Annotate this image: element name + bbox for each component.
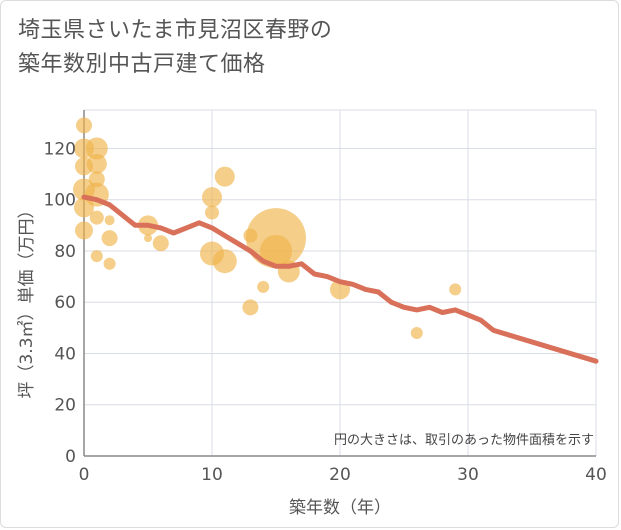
data-bubble bbox=[242, 299, 259, 316]
data-bubble bbox=[101, 230, 118, 247]
x-tick-label: 10 bbox=[201, 465, 223, 485]
y-tick-label: 100 bbox=[44, 191, 76, 211]
data-bubble bbox=[88, 171, 105, 188]
chart-title: 埼玉県さいたま市見沼区春野の 築年数別中古戸建て価格 bbox=[18, 14, 332, 82]
data-bubble bbox=[202, 187, 222, 208]
title-line-2: 築年数別中古戸建て価格 bbox=[18, 52, 266, 77]
data-bubble bbox=[205, 205, 219, 220]
x-tick-label: 30 bbox=[457, 465, 479, 485]
data-bubble bbox=[214, 166, 235, 187]
y-tick-label: 20 bbox=[54, 396, 76, 416]
data-bubble bbox=[85, 137, 108, 160]
y-tick-label: 80 bbox=[54, 242, 76, 262]
data-bubble bbox=[410, 326, 423, 339]
y-tick-label: 0 bbox=[65, 447, 76, 467]
data-bubble bbox=[103, 257, 116, 270]
data-bubble bbox=[152, 235, 169, 252]
y-tick-label: 60 bbox=[54, 293, 76, 313]
y-tick-label: 120 bbox=[44, 139, 76, 159]
title-line-1: 埼玉県さいたま市見沼区春野の bbox=[18, 18, 333, 43]
x-tick-label: 20 bbox=[329, 465, 351, 485]
data-bubble bbox=[257, 280, 270, 293]
data-bubble bbox=[90, 250, 103, 263]
data-bubble bbox=[449, 283, 462, 296]
tick-layer: 0 20 40 60 80 100 120 0 10 20 30 40 bbox=[44, 139, 607, 485]
data-bubble bbox=[76, 117, 92, 134]
data-bubble bbox=[260, 234, 292, 267]
x-tick-label: 0 bbox=[79, 465, 90, 485]
data-bubble bbox=[86, 153, 107, 174]
line-layer bbox=[81, 194, 599, 364]
y-tick-label: 40 bbox=[54, 344, 76, 364]
x-axis-label: 築年数（年） bbox=[289, 498, 391, 518]
data-bubble bbox=[75, 221, 93, 240]
x-tick-label: 40 bbox=[585, 465, 607, 485]
data-bubble bbox=[104, 215, 115, 226]
chart-note: 円の大きさは、取引のあった物件面積を示す bbox=[334, 433, 594, 448]
data-bubble bbox=[212, 249, 237, 274]
data-bubble bbox=[144, 234, 152, 243]
average-price-line bbox=[81, 194, 599, 364]
data-bubble bbox=[89, 210, 104, 225]
y-axis-label: 坪（3.3㎡）単価（万円） bbox=[17, 201, 37, 398]
